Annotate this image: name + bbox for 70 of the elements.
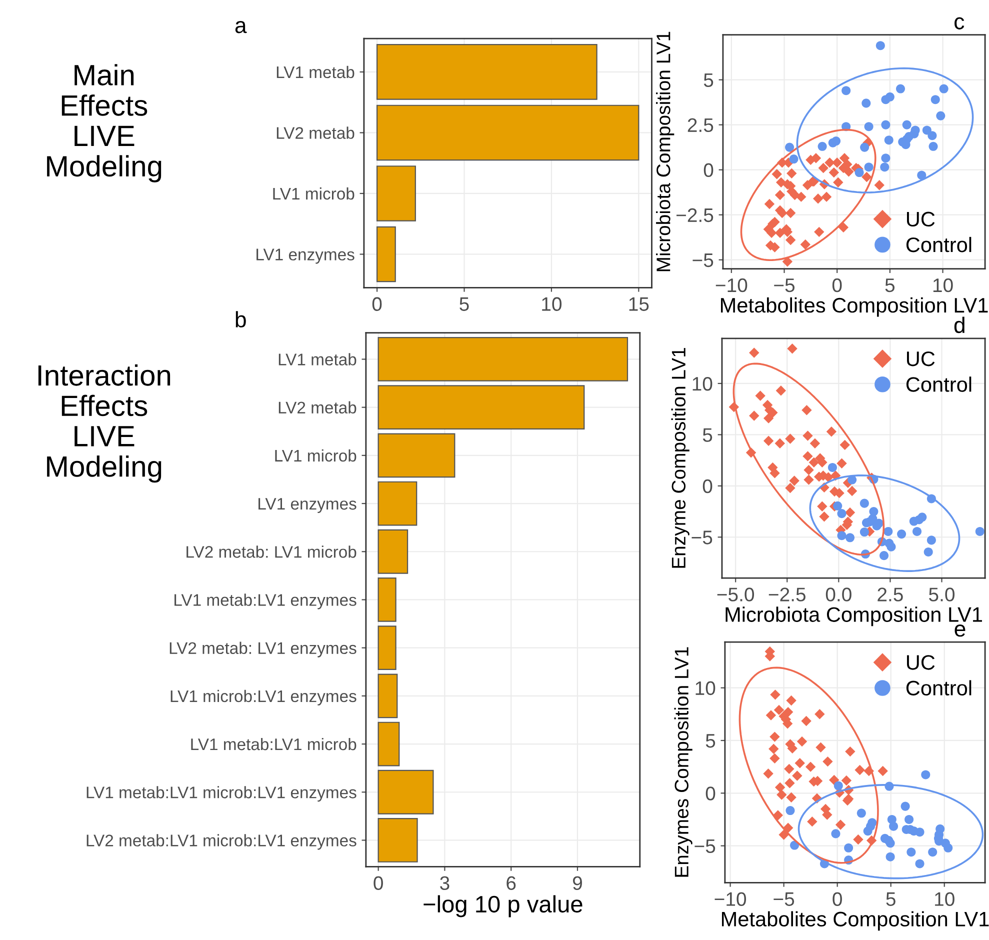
y-tick-label: LV1 microb: [273, 187, 354, 200]
x-tick-label: −10: [714, 892, 746, 906]
y-tick-label: 0: [706, 786, 716, 800]
y-tick-label: LV2 metab: LV1 microb: [186, 546, 356, 558]
x-tick-label: 10: [933, 278, 953, 292]
y-tick-label: 5: [704, 73, 714, 88]
chart-title: c: [954, 17, 964, 30]
y-tick-label: 5: [706, 734, 716, 748]
legend-label: Control: [906, 680, 972, 696]
y-tick-label: 10: [692, 376, 712, 391]
y-tick-label: −5: [692, 530, 712, 544]
legend-label: UC: [906, 212, 935, 227]
text: UC: [906, 351, 935, 366]
chart-title: b: [236, 311, 246, 328]
x-tick-label: −2.5: [768, 588, 806, 602]
x-axis-title: −log 10 p value: [424, 895, 582, 918]
x-tick-label: 6: [506, 876, 516, 890]
y-tick-label: LV1 enzymes: [256, 248, 354, 264]
legend-label: Control: [906, 236, 972, 252]
y-tick-label: 2.5: [688, 118, 714, 132]
y-tick-label: LV1 metab: [278, 353, 356, 366]
x-tick-label: 0: [832, 278, 842, 292]
y-tick-label: 5: [702, 428, 712, 442]
y-tick-label: LV2 metab: [276, 126, 354, 139]
x-axis-title: Metabolites Composition LV1: [721, 297, 988, 317]
y-tick-label: LV2 metab: [278, 401, 356, 414]
y-tick-label: LV2 metab:LV1 microb:LV1 enzymes: [86, 834, 356, 850]
text: Main Effects LIVE Modeling: [47, 64, 162, 182]
x-tick-label: 0: [374, 876, 383, 890]
x-tick-label: 15: [629, 297, 649, 311]
x-tick-label: 0: [832, 892, 842, 906]
y-tick-label: LV1 metab:LV1 microb: [191, 738, 356, 750]
x-tick-label: 5: [460, 297, 469, 311]
x-tick-label: −5: [774, 278, 795, 292]
y-axis-title: Enzyme Composition LV1: [671, 348, 690, 568]
x-tick-label: −5: [774, 892, 794, 906]
x-tick-label: −5.0: [717, 588, 754, 602]
x-tick-label: 2.5: [878, 588, 903, 602]
x-tick-label: 5: [886, 892, 896, 906]
y-axis-title: Microbiota Composition LV1: [656, 32, 674, 272]
x-tick-label: 10: [935, 892, 954, 906]
x-tick-label: 5: [885, 278, 895, 292]
y-tick-label: LV1 metab:LV1 microb:LV1 enzymes: [86, 786, 356, 802]
y-tick-label: 0: [704, 163, 714, 178]
y-tick-label: 0: [702, 479, 712, 494]
x-tick-label: 10: [542, 297, 562, 311]
y-tick-label: LV1 metab: [276, 66, 354, 78]
x-tick-label: 5.0: [929, 588, 955, 602]
y-axis-title: Enzymes Composition LV1: [674, 647, 692, 877]
y-tick-label: LV2 metab: LV1 enzymes: [170, 642, 356, 658]
y-tick-label: −5: [694, 839, 716, 854]
text: Interaction Effects LIVE Modeling: [38, 364, 170, 483]
y-tick-label: 10: [696, 681, 716, 696]
text: Control: [906, 376, 972, 392]
x-axis-title: Metabolites Composition LV1: [722, 911, 989, 931]
chart-title: d: [954, 316, 964, 334]
legend-label: UC: [906, 655, 935, 670]
x-tick-label: 0: [372, 297, 382, 311]
y-tick-label: −5: [692, 254, 714, 268]
y-tick-label: LV1 metab:LV1 enzymes: [174, 594, 356, 610]
chart-title: a: [235, 21, 247, 34]
y-tick-label: LV1 microb: [275, 449, 356, 462]
x-tick-label: −10: [716, 278, 748, 292]
x-tick-label: 3: [440, 876, 450, 890]
chart-title: e: [954, 624, 966, 637]
x-tick-label: 9: [572, 876, 582, 890]
y-tick-label: LV1 enzymes: [258, 498, 356, 514]
y-tick-label: LV1 microb:LV1 enzymes: [170, 690, 356, 706]
x-tick-label: 0.0: [826, 588, 852, 602]
y-tick-label: −2.5: [676, 208, 714, 222]
